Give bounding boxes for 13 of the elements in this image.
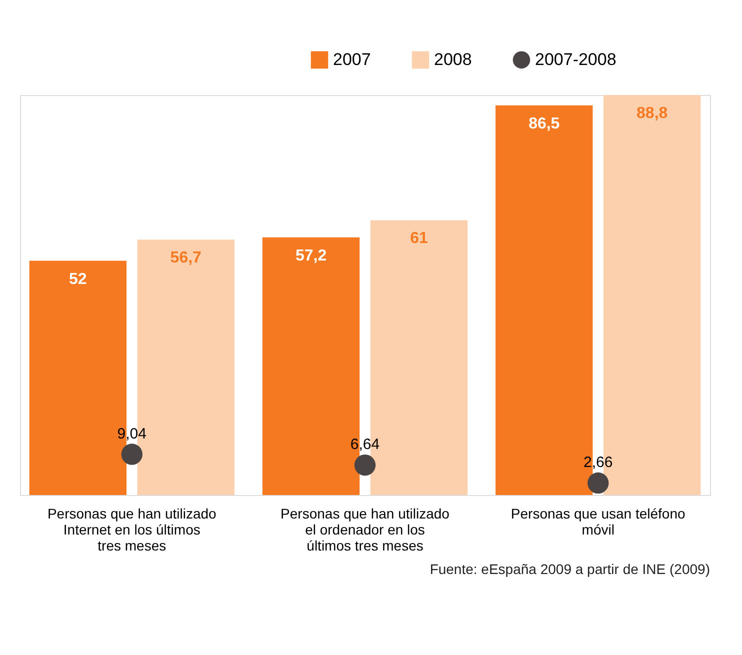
legend-label: 2007 [333,50,371,69]
data-label: 57,2 [295,247,327,264]
data-label: 61 [410,230,428,248]
legend-label: 2007-2008 [535,50,616,69]
data-label: 88,8 [636,105,668,122]
x-tick-label: Personas que han utilizado Internet en los últimos tres meses [47,506,217,554]
data-label: 86,5 [528,115,560,132]
legend-label: 2008 [434,50,472,69]
x-tick-label: Personas que han utilizado el ordenador en los últimos tres meses [280,506,450,554]
data-label: 52 [69,270,87,288]
data-label: 56,7 [170,250,202,267]
source-note: Fuente: eEspaña 2009 a partir de INE (2009) [430,561,710,577]
x-tick-label: Personas que usan teléfono móvil [510,506,686,538]
